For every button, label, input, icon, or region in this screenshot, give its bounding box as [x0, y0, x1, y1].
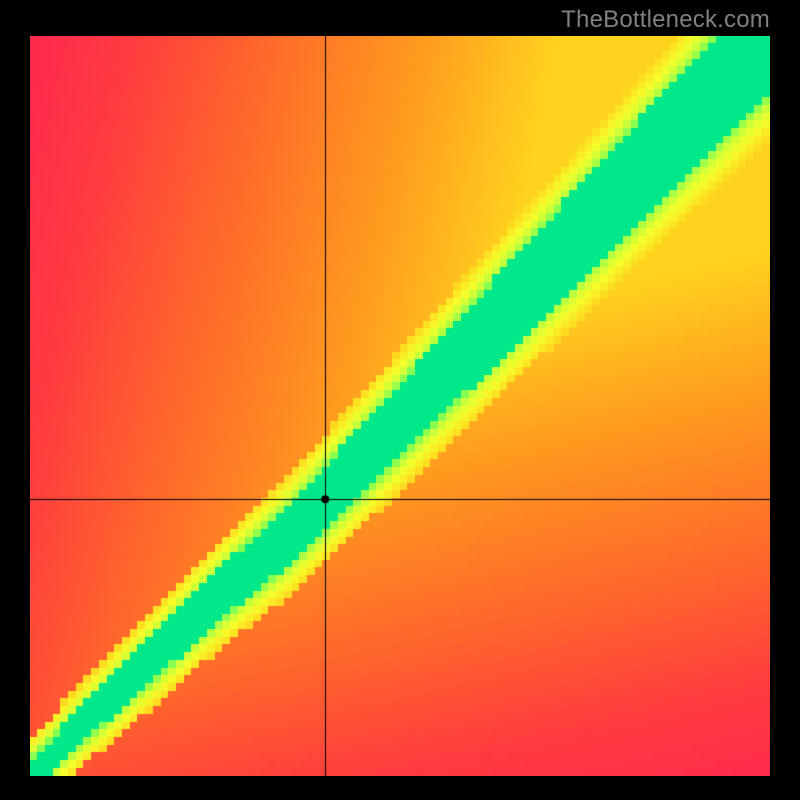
watermark-text: TheBottleneck.com [561, 6, 770, 34]
bottleneck-heatmap [30, 36, 770, 776]
